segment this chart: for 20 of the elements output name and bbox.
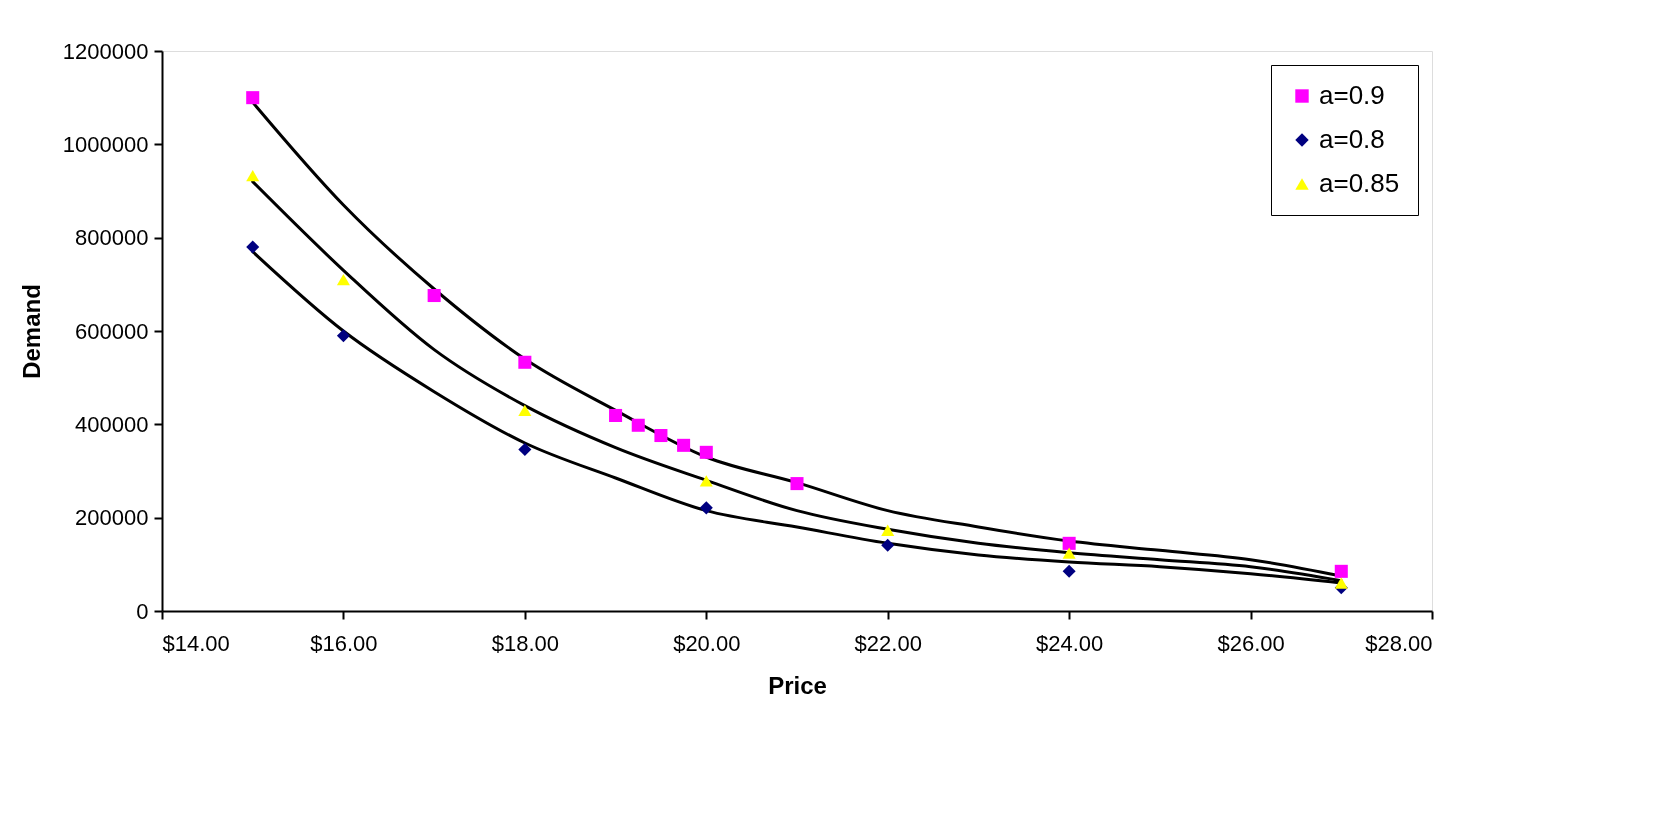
y-tick-label: 400000 bbox=[75, 411, 149, 437]
legend-label: a=0.9 bbox=[1319, 80, 1385, 110]
legend-label: a=0.85 bbox=[1319, 168, 1400, 198]
x-tick-label: $16.00 bbox=[310, 630, 378, 656]
x-tick-label: $18.00 bbox=[491, 630, 560, 656]
y-tick-label: 600000 bbox=[75, 318, 149, 344]
y-tick-label: 800000 bbox=[75, 225, 149, 251]
y-axis-title: Demand bbox=[17, 284, 45, 379]
x-tick-label: $22.00 bbox=[854, 630, 922, 656]
x-tick-label: $14.00 bbox=[162, 630, 230, 656]
y-tick-label: 200000 bbox=[75, 505, 149, 531]
y-tick-label: 1200000 bbox=[62, 38, 149, 64]
x-tick-label: $26.00 bbox=[1217, 630, 1285, 656]
x-tick-label: $28.00 bbox=[1365, 630, 1433, 656]
x-axis-title: Price bbox=[768, 671, 827, 699]
y-tick-label: 1000000 bbox=[62, 131, 149, 157]
legend-label: a=0.8 bbox=[1319, 124, 1385, 154]
y-tick-label: 0 bbox=[136, 598, 149, 624]
x-tick-label: $24.00 bbox=[1035, 630, 1104, 656]
x-tick-label: $20.00 bbox=[673, 630, 741, 656]
